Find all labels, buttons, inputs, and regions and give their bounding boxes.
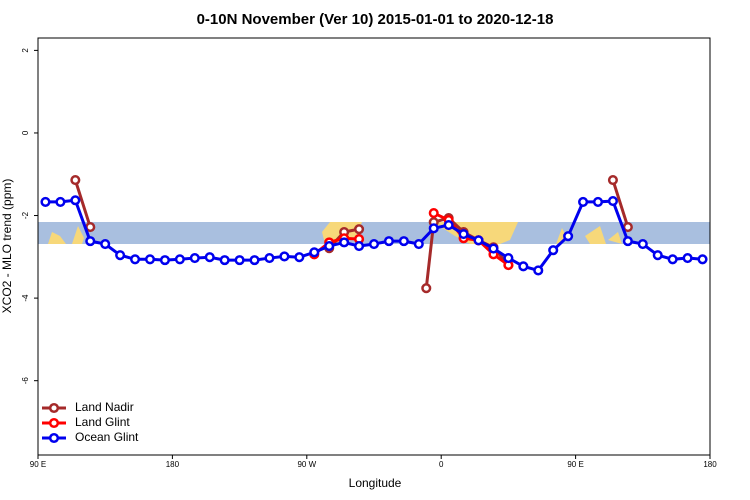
land-patch [608, 232, 622, 244]
x-tick-label: 180 [703, 460, 717, 469]
point [309, 247, 320, 258]
point [443, 219, 454, 231]
x-tick-label: 180 [166, 460, 180, 469]
land-patch [585, 226, 606, 244]
point [174, 254, 185, 265]
point [458, 229, 469, 240]
point [533, 265, 544, 276]
point [428, 208, 439, 219]
legend-marker [48, 417, 60, 429]
point [398, 236, 409, 247]
point [354, 224, 365, 235]
point [189, 253, 200, 264]
point [607, 174, 618, 186]
legend-marker [48, 432, 60, 444]
point [204, 252, 215, 263]
point [264, 253, 275, 264]
point [413, 238, 424, 250]
y-tick-label: -4 [21, 294, 30, 302]
chart-title: 0-10N November (Ver 10) 2015-01-01 to 20… [197, 11, 554, 28]
point [652, 250, 663, 261]
point [159, 255, 170, 266]
legend-label: Land Nadir [75, 400, 134, 414]
point [294, 252, 305, 263]
y-tick-label: 0 [21, 130, 30, 135]
point [518, 261, 529, 272]
point [130, 254, 141, 265]
point [622, 236, 633, 247]
point [85, 236, 96, 247]
point [55, 196, 66, 207]
point [249, 255, 260, 266]
x-tick-label: 90 W [297, 460, 316, 469]
x-tick-label: 90 E [567, 460, 583, 469]
legend-marker [48, 402, 60, 414]
plot-frame [37, 37, 711, 456]
y-tick-label: -6 [21, 377, 30, 385]
land-patch [72, 226, 84, 244]
ocean-band [38, 222, 710, 244]
y-axis-label: XCO2 - MLO trend (ppm) [0, 179, 14, 314]
point [488, 243, 499, 254]
y-tick-label: 2 [21, 48, 30, 53]
x-tick-label: 90 E [30, 460, 46, 469]
point [100, 238, 111, 250]
point [354, 241, 365, 252]
point [383, 236, 394, 247]
x-tick-label: 0 [439, 460, 444, 469]
y-tick-label: -2 [21, 211, 30, 219]
point [637, 238, 648, 250]
point [548, 245, 559, 256]
point [144, 254, 156, 265]
point [563, 231, 574, 242]
point [473, 235, 484, 246]
point [219, 255, 230, 266]
point [368, 238, 380, 250]
point [667, 254, 678, 265]
point [682, 253, 693, 264]
point [592, 196, 604, 207]
point [279, 251, 290, 262]
point [115, 250, 126, 261]
point [70, 174, 81, 186]
x-axis-label: Longitude [349, 476, 402, 490]
point [428, 223, 439, 234]
legend-label: Land Glint [75, 415, 130, 429]
legend-label: Ocean Glint [75, 430, 139, 444]
point [607, 196, 618, 207]
point [70, 195, 81, 206]
point [503, 253, 514, 264]
point [40, 196, 51, 207]
point [234, 255, 245, 266]
point [578, 196, 589, 207]
point [421, 283, 432, 294]
point [339, 237, 350, 248]
point [324, 241, 335, 252]
land-patch [48, 232, 66, 244]
point [697, 254, 708, 265]
